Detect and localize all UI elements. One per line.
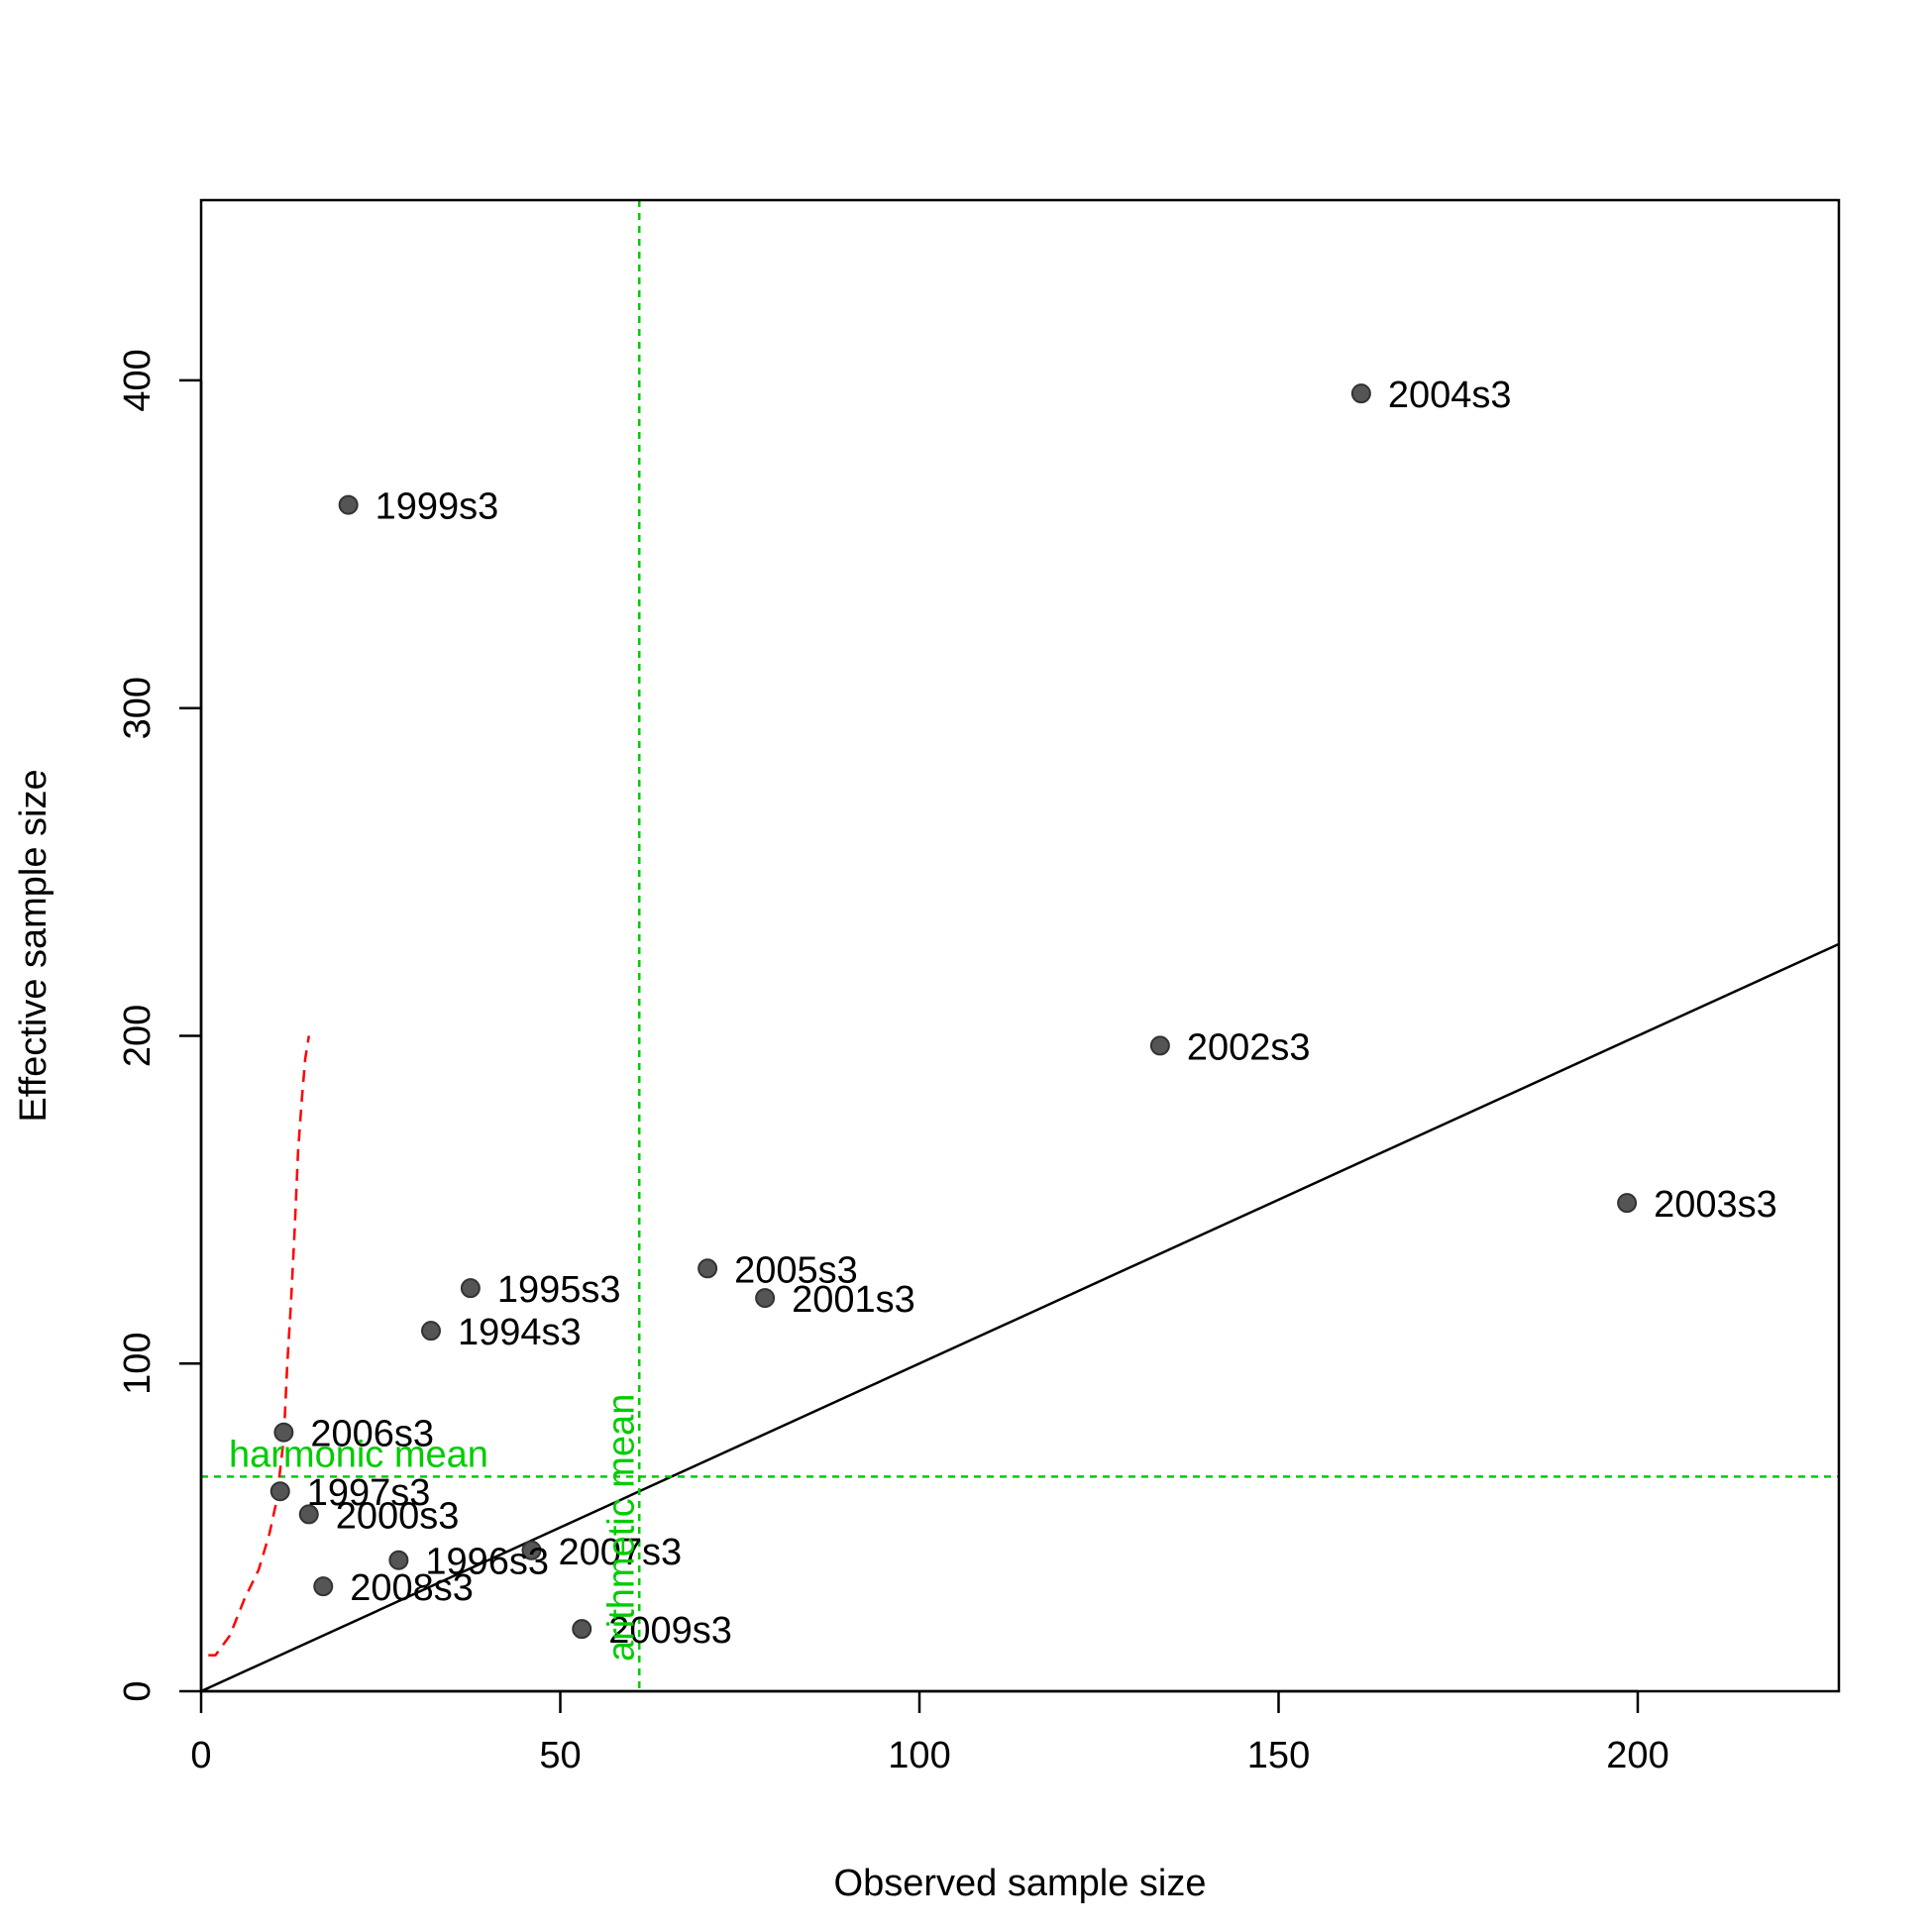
point-label: 2001s3 — [792, 1279, 915, 1321]
point-label: 2003s3 — [1654, 1184, 1777, 1226]
data-point — [421, 1321, 441, 1342]
point-label: 2007s3 — [559, 1532, 683, 1573]
point-label: 1996s3 — [425, 1542, 549, 1583]
x-tick-label: 150 — [1247, 1735, 1310, 1776]
data-point — [313, 1576, 334, 1597]
arithmetic-mean-label: arithmetic mean — [600, 1394, 642, 1662]
point-label: 2006s3 — [310, 1414, 434, 1455]
smoother-layer — [208, 1035, 311, 1657]
data-point — [755, 1288, 776, 1309]
data-point — [273, 1422, 294, 1443]
data-point — [338, 494, 359, 515]
data-point — [388, 1550, 409, 1570]
y-tick-label: 300 — [117, 677, 159, 739]
y-tick-label: 200 — [117, 1005, 159, 1067]
x-tick-label: 100 — [888, 1735, 950, 1776]
point-label: 2000s3 — [336, 1495, 460, 1537]
y-tick-label: 400 — [117, 349, 159, 411]
point-label: 2009s3 — [608, 1610, 732, 1652]
data-point — [298, 1504, 319, 1525]
point-label: 1997s3 — [307, 1472, 431, 1514]
data-point — [1350, 383, 1371, 404]
point-label: 2008s3 — [350, 1567, 474, 1609]
x-axis-title: Observed sample size — [834, 1863, 1207, 1904]
y-tick-label: 0 — [117, 1680, 159, 1701]
data-point — [521, 1540, 542, 1560]
identity-line-layer — [200, 942, 1840, 1693]
points-layer — [269, 383, 1638, 1640]
data-point — [1149, 1035, 1170, 1056]
point-label: 2002s3 — [1187, 1026, 1311, 1068]
point-label: 2004s3 — [1388, 375, 1512, 416]
data-point — [460, 1278, 481, 1299]
data-point — [1617, 1193, 1638, 1214]
data-point — [572, 1619, 592, 1640]
x-tick-label: 50 — [539, 1735, 581, 1776]
reference-lines-layer — [201, 200, 1839, 1691]
smoother-curve — [208, 1035, 311, 1657]
point-label: 1999s3 — [376, 486, 499, 528]
y-axis-title: Effective sample size — [13, 769, 54, 1122]
point-label: 2005s3 — [734, 1249, 858, 1291]
x-axis: 0 50 100 150 200 — [190, 1689, 1669, 1776]
y-axis: 0 100 200 300 400 — [117, 349, 203, 1702]
y-tick-label: 100 — [117, 1333, 159, 1395]
identity-line — [200, 942, 1840, 1693]
x-tick-label: 0 — [190, 1735, 211, 1776]
data-point — [698, 1258, 718, 1279]
point-label: 1995s3 — [497, 1269, 621, 1311]
x-tick-label: 200 — [1606, 1735, 1668, 1776]
data-point — [269, 1481, 290, 1502]
harmonic-mean-label: harmonic mean — [229, 1434, 488, 1475]
point-label: 1994s3 — [458, 1312, 582, 1353]
